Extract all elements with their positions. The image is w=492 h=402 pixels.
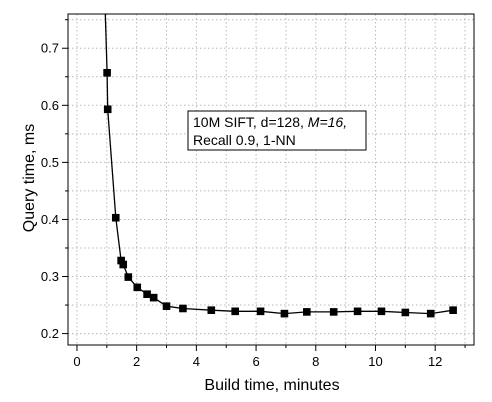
data-point-marker	[143, 290, 151, 299]
x-tick-label: 2	[133, 354, 140, 369]
data-point-marker	[117, 256, 125, 265]
data-point-marker	[103, 105, 112, 114]
data-point-marker	[133, 283, 142, 292]
data-point-marker	[119, 260, 128, 269]
annotation-border	[187, 110, 367, 151]
data-point-marker	[179, 304, 187, 313]
y-tick-label: 0.6	[41, 98, 59, 113]
x-tick-label: 4	[193, 354, 200, 369]
data-point-marker	[280, 309, 289, 318]
data-point-marker	[111, 213, 120, 222]
data-point-marker	[353, 307, 362, 316]
y-axis-title: Query time, ms	[21, 124, 38, 232]
x-axis-title: Build time, minutes	[204, 377, 339, 394]
data-point-marker	[162, 302, 171, 310]
data-point-marker	[377, 307, 386, 316]
tick-layer: 0 2 4 6 8 10 12 0.2 0.3 0.4 0.5 0.6 0.7	[41, 19, 466, 369]
data-point-marker	[329, 308, 338, 316]
annotation-line-1-plain: 10M SIFT, d=128,	[193, 114, 308, 130]
x-tick-label: 12	[428, 354, 442, 369]
y-tick-label: 0.4	[41, 212, 59, 227]
data-point-marker	[231, 307, 239, 316]
series-layer	[103, 13, 457, 318]
x-tick-label: 6	[252, 354, 259, 369]
x-tick-label: 0	[73, 354, 80, 369]
annotation-line-1-italic: M=16,	[308, 114, 347, 130]
y-tick-label: 0.3	[41, 269, 59, 284]
y-tick-label: 0.2	[41, 326, 59, 341]
x-tick-label: 10	[368, 354, 382, 369]
data-point-marker	[449, 306, 457, 314]
annotation-line-1: 10M SIFT, d=128, M=16,	[193, 114, 347, 130]
data-point-marker	[401, 308, 410, 317]
annotation-line-2: Recall 0.9, 1-NN	[193, 132, 296, 148]
annotation-box: 10M SIFT, d=128, M=16, Recall 0.9, 1-NN	[187, 110, 367, 151]
grid-layer	[68, 14, 474, 345]
data-point-marker	[103, 68, 111, 77]
data-point-marker	[124, 273, 133, 281]
data-point-marker	[426, 309, 435, 318]
data-point-marker	[256, 307, 265, 316]
data-point-marker	[149, 293, 158, 302]
data-point-marker	[207, 306, 216, 314]
plot-frame	[67, 13, 475, 346]
data-point-marker	[303, 308, 311, 316]
x-tick-label: 8	[312, 354, 319, 369]
series-line	[104, 13, 454, 315]
y-tick-label: 0.5	[41, 155, 59, 170]
y-tick-label: 0.7	[41, 41, 59, 56]
